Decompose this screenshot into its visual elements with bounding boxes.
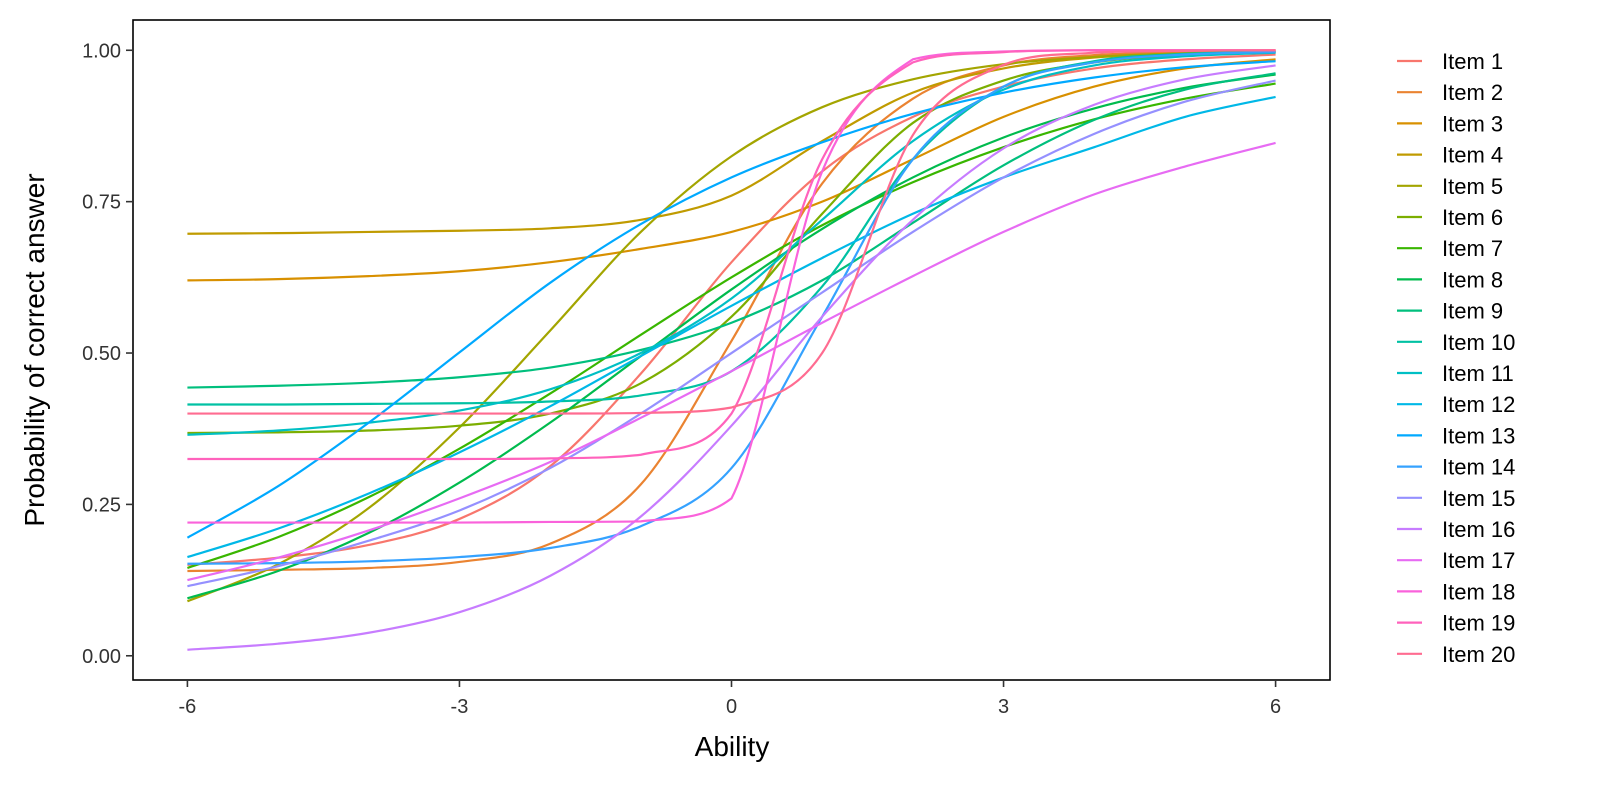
legend-item-item-17: Item 17 <box>1397 548 1515 573</box>
legend-label-item-18: Item 18 <box>1442 579 1515 604</box>
legend-item-item-19: Item 19 <box>1397 611 1515 636</box>
y-axis-title: Probability of correct answer <box>19 173 50 526</box>
legend-item-item-15: Item 15 <box>1397 486 1515 511</box>
legend-item-item-7: Item 7 <box>1397 236 1503 261</box>
series-line-item-12 <box>187 95 1276 559</box>
x-tick-label: 3 <box>998 696 1009 718</box>
legend-item-item-9: Item 9 <box>1397 299 1503 324</box>
legend-item-item-8: Item 8 <box>1397 267 1503 292</box>
legend-label-item-1: Item 1 <box>1442 49 1503 74</box>
legend-item-item-20: Item 20 <box>1397 642 1515 667</box>
legend-item-item-12: Item 12 <box>1397 392 1515 417</box>
y-tick-label: 0.00 <box>82 646 121 668</box>
legend-label-item-17: Item 17 <box>1442 548 1515 573</box>
y-axis: 0.00 0.25 0.50 0.75 1.00 <box>82 40 133 668</box>
y-tick-label: 0.75 <box>82 192 121 214</box>
legend: Item 1 Item 2 Item 3 Item 4 Item 5 Item 6 Item… <box>1397 49 1515 667</box>
legend-label-item-11: Item 11 <box>1442 361 1514 386</box>
legend-label-item-15: Item 15 <box>1442 486 1515 511</box>
x-tick-label: 0 <box>726 696 737 718</box>
legend-item-item-16: Item 16 <box>1397 517 1515 542</box>
legend-item-item-1: Item 1 <box>1397 49 1503 74</box>
series-line-item-16 <box>187 64 1276 651</box>
legend-item-item-18: Item 18 <box>1397 579 1515 604</box>
legend-item-item-3: Item 3 <box>1397 111 1503 136</box>
series-line-item-1 <box>187 53 1276 567</box>
series-line-item-8 <box>187 73 1276 600</box>
series-line-item-3 <box>187 58 1276 282</box>
x-axis: -6 -3 0 3 6 <box>179 680 1281 718</box>
legend-label-item-8: Item 8 <box>1442 267 1503 292</box>
legend-item-item-6: Item 6 <box>1397 205 1503 230</box>
series-line-item-10 <box>187 50 1276 406</box>
legend-label-item-20: Item 20 <box>1442 642 1515 667</box>
legend-label-item-14: Item 14 <box>1442 455 1515 480</box>
legend-label-item-5: Item 5 <box>1442 174 1503 199</box>
legend-label-item-13: Item 13 <box>1442 423 1515 448</box>
series-line-item-2 <box>187 49 1276 573</box>
legend-label-item-2: Item 2 <box>1442 80 1503 105</box>
y-tick-label: 0.50 <box>82 343 121 365</box>
legend-label-item-10: Item 10 <box>1442 330 1515 355</box>
legend-label-item-12: Item 12 <box>1442 392 1515 417</box>
x-tick-label: -6 <box>179 696 197 718</box>
legend-label-item-7: Item 7 <box>1442 236 1503 261</box>
legend-item-item-10: Item 10 <box>1397 330 1515 355</box>
legend-item-item-14: Item 14 <box>1397 455 1515 480</box>
legend-item-item-4: Item 4 <box>1397 143 1503 168</box>
series-line-item-15 <box>187 79 1276 588</box>
series-lines <box>186 49 1276 651</box>
series-line-item-13 <box>186 60 1276 539</box>
series-line-item-9 <box>187 72 1276 389</box>
legend-item-item-5: Item 5 <box>1397 174 1503 199</box>
legend-label-item-19: Item 19 <box>1442 611 1515 636</box>
x-tick-label: 6 <box>1270 696 1281 718</box>
series-line-item-5 <box>186 50 1276 603</box>
x-tick-label: -3 <box>451 696 469 718</box>
series-line-item-17 <box>187 141 1276 582</box>
x-axis-title: Ability <box>695 731 770 762</box>
series-line-item-19 <box>187 49 1276 461</box>
legend-item-item-11: Item 11 <box>1397 361 1514 386</box>
legend-label-item-16: Item 16 <box>1442 517 1515 542</box>
legend-label-item-4: Item 4 <box>1442 143 1503 168</box>
legend-label-item-3: Item 3 <box>1442 111 1503 136</box>
y-tick-label: 1.00 <box>82 40 121 62</box>
legend-item-item-2: Item 2 <box>1397 80 1503 105</box>
legend-label-item-9: Item 9 <box>1442 299 1503 324</box>
y-tick-label: 0.25 <box>82 494 121 516</box>
series-line-item-20 <box>187 49 1276 415</box>
legend-label-item-6: Item 6 <box>1442 205 1503 230</box>
legend-item-item-13: Item 13 <box>1397 423 1515 448</box>
